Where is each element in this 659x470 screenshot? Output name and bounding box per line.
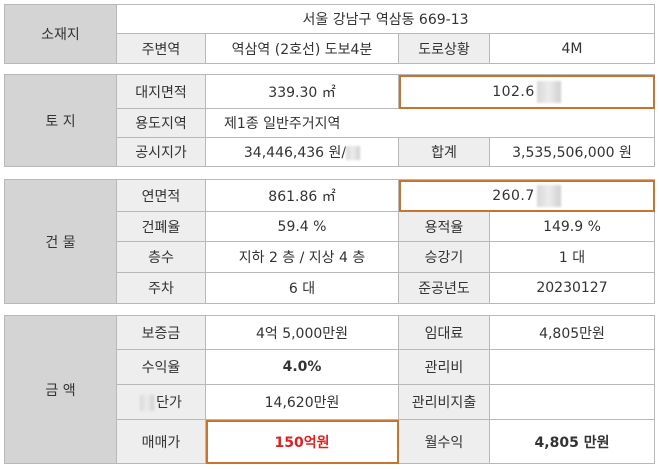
completion-label: 준공년도 — [398, 272, 490, 304]
parking-value: 6 대 — [205, 272, 399, 304]
amount-section-label: 금 액 — [4, 315, 117, 464]
unit-price-label: 단가 — [156, 395, 182, 411]
floor-area-pyeong: 260.7 — [398, 179, 655, 212]
unit-price-cell: 단가 — [116, 384, 206, 420]
land-area-label: 대지면적 — [116, 74, 206, 109]
deposit-label: 보증금 — [116, 315, 206, 350]
floor-area-m2: 861.86 ㎡ — [205, 179, 399, 212]
sale-price-label: 매매가 — [116, 419, 206, 464]
redacted-unit — [536, 184, 561, 207]
mgmt-expense-value — [489, 384, 655, 420]
deposit-value: 4억 5,000만원 — [205, 315, 399, 350]
land-area-pyeong: 102.6 — [398, 74, 655, 109]
building-section-label: 건 물 — [4, 179, 117, 304]
rent-label: 임대료 — [398, 315, 490, 350]
far-value: 149.9 % — [489, 211, 655, 242]
public-price-cell: 34,446,436 원/ — [205, 137, 399, 167]
amount-table: 금 액 보증금 4억 5,000만원 임대료 4,805만원 수익율 4.0% … — [4, 315, 655, 464]
parking-label: 주차 — [116, 272, 206, 304]
bcr-value: 59.4 % — [205, 211, 399, 242]
land-area-m2: 339.30 ㎡ — [205, 74, 399, 109]
road-value: 4M — [488, 33, 656, 64]
mgmt-label: 관리비 — [398, 349, 490, 385]
mgmt-value — [489, 349, 655, 385]
yield-label: 수익율 — [116, 349, 206, 385]
total-label: 합계 — [398, 137, 490, 167]
location-table: 소재지 서울 강남구 역삼동 669-13 주변역 역삼역 (2호선) 도보4분… — [4, 4, 656, 64]
mgmt-expense-label: 관리비지출 — [398, 384, 490, 420]
yield-value: 4.0% — [205, 349, 399, 385]
zoning-value: 제1종 일반주거지역 — [205, 108, 655, 138]
address-value: 서울 강남구 역삼동 669-13 — [115, 4, 656, 34]
land-table: 토 지 대지면적 339.30 ㎡ 102.6 용도지역 제1종 일반주거지역 … — [4, 74, 655, 167]
total-value: 3,535,506,000 원 — [489, 137, 655, 167]
station-label: 주변역 — [116, 33, 206, 64]
public-price-label: 공시지가 — [116, 137, 206, 167]
sale-price-value: 150억원 — [205, 419, 399, 464]
floor-area-pyeong-value: 260.7 — [492, 187, 535, 204]
monthly-income-value: 4,805 만원 — [489, 419, 655, 464]
floors-label: 층수 — [116, 241, 206, 273]
elevator-label: 승강기 — [398, 241, 490, 273]
redacted-prefix — [140, 395, 155, 411]
rent-value: 4,805만원 — [489, 315, 655, 350]
unit-price-value: 14,620만원 — [205, 384, 399, 420]
land-section-label: 토 지 — [4, 74, 117, 167]
elevator-value: 1 대 — [489, 241, 655, 273]
building-table: 건 물 연면적 861.86 ㎡ 260.7 건폐율 59.4 % 용적율 14… — [4, 179, 655, 304]
floor-area-label: 연면적 — [116, 179, 206, 212]
monthly-income-label: 월수익 — [398, 419, 490, 464]
location-section-label: 소재지 — [4, 4, 117, 64]
completion-value: 20230127 — [489, 272, 655, 304]
floors-value: 지하 2 층 / 지상 4 층 — [205, 241, 399, 273]
bcr-label: 건폐율 — [116, 211, 206, 242]
redacted-unit — [346, 146, 361, 160]
zoning-label: 용도지역 — [116, 108, 206, 138]
station-value: 역삼역 (2호선) 도보4분 — [205, 33, 399, 64]
public-price-value: 34,446,436 원/ — [243, 145, 347, 161]
far-label: 용적율 — [398, 211, 490, 242]
road-label: 도로상황 — [398, 33, 490, 64]
land-area-pyeong-value: 102.6 — [492, 83, 535, 100]
redacted-unit — [536, 80, 561, 103]
